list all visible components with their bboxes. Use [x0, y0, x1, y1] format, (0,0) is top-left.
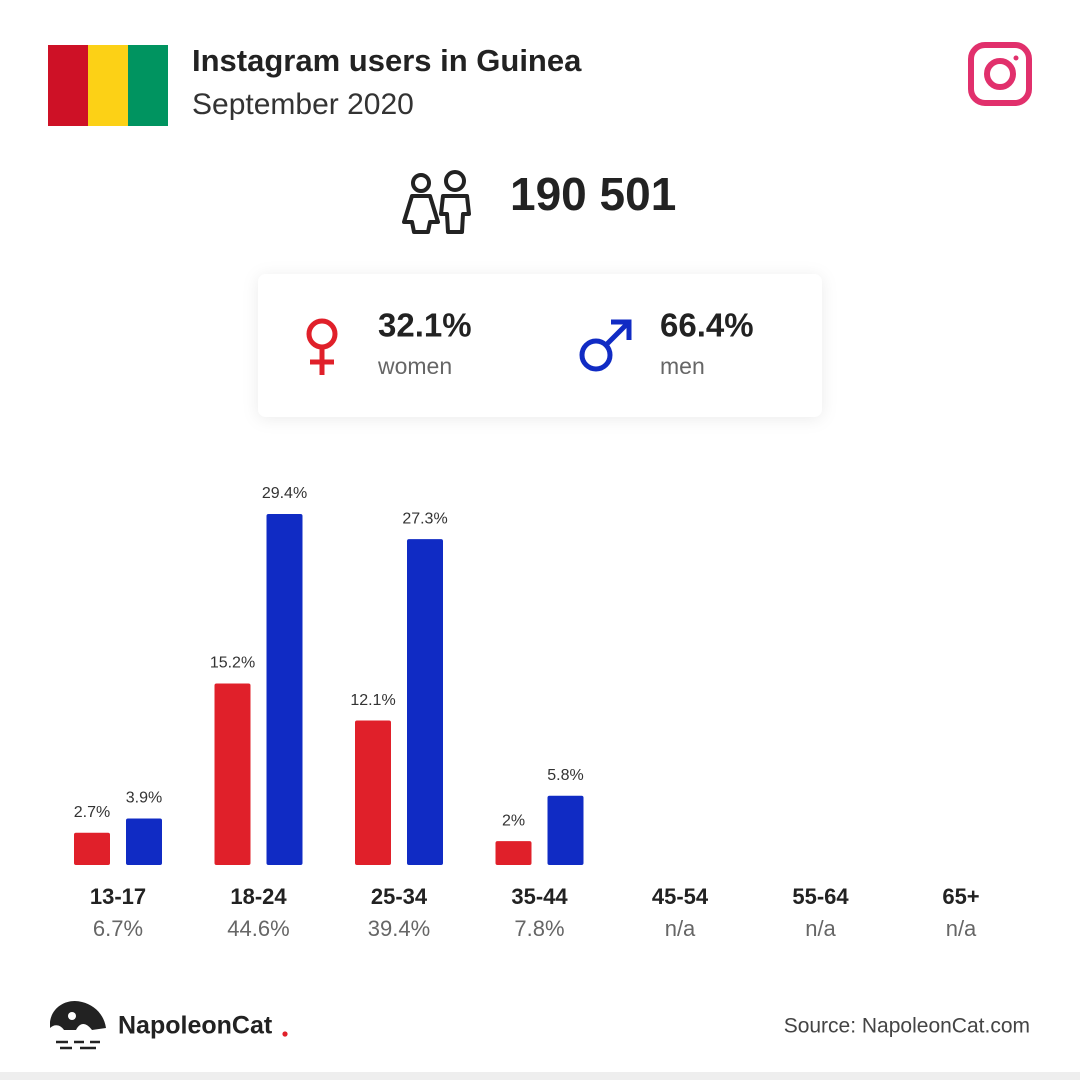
value-label: 3.9% — [126, 790, 162, 807]
person-head — [411, 173, 431, 193]
category-total: n/a — [805, 916, 836, 941]
bar — [126, 818, 162, 865]
flag-red — [48, 45, 88, 126]
value-label: 12.1% — [350, 692, 395, 709]
x-tick-label: 65+ — [942, 884, 979, 909]
category-total: 6.7% — [93, 916, 143, 941]
value-label: 15.2% — [210, 655, 255, 672]
gender-card — [258, 274, 822, 417]
cat-eye — [68, 1012, 76, 1020]
source: Source: NapoleonCat.com — [784, 1015, 1030, 1038]
bar — [266, 514, 303, 865]
subtitle: September 2020 — [192, 88, 414, 121]
value-label: 2% — [502, 812, 525, 829]
title: Instagram users in Guinea — [192, 43, 582, 78]
bar — [355, 720, 391, 865]
x-tick-label: 55-64 — [792, 884, 849, 909]
category-total: 44.6% — [227, 916, 289, 941]
flag — [48, 45, 168, 126]
bar — [214, 683, 251, 865]
category-total: n/a — [946, 916, 977, 941]
men-label: men — [660, 353, 705, 379]
cat-logo — [50, 1000, 106, 1050]
men-share: 66.4% — [660, 307, 754, 344]
male-arrowhead — [611, 319, 632, 340]
x-tick-label: 45-54 — [652, 884, 709, 909]
total-users: 190 501 — [510, 168, 676, 220]
x-tick-label: 25-34 — [371, 884, 428, 909]
women-share: 32.1% — [378, 307, 472, 344]
male-symbol — [579, 319, 632, 372]
women-label: women — [377, 353, 452, 379]
male-arrow — [604, 320, 631, 347]
x-tick-label: 13-17 — [90, 884, 146, 909]
x-tick-label: 35-44 — [511, 884, 568, 909]
bar — [74, 832, 110, 865]
bar — [495, 841, 532, 865]
cat-head — [50, 1000, 106, 1030]
brand: NapoleonCat — [118, 1012, 273, 1040]
category-total: 7.8% — [514, 916, 564, 941]
flag-yellow — [88, 45, 128, 126]
female-symbol — [306, 318, 338, 375]
bar-chart: 13-17 6.7% 2.7% 3.9% 18-24 44.6% 15.2% 29.4% 25-… — [74, 485, 980, 941]
brand-dot — [282, 1031, 288, 1037]
bar — [407, 539, 443, 865]
category-total: n/a — [665, 916, 696, 941]
ig-lens — [984, 58, 1016, 90]
flag-green — [128, 45, 168, 126]
person-body — [439, 194, 471, 234]
value-label: 5.8% — [547, 767, 583, 784]
value-label: 29.4% — [262, 485, 307, 502]
instagram-icon — [968, 42, 1032, 106]
person-head — [444, 170, 466, 192]
male-circle — [579, 338, 613, 372]
ig-frame — [968, 42, 1032, 106]
category-total: 39.4% — [368, 916, 430, 941]
person-body — [402, 194, 440, 234]
footer-strip — [0, 1072, 1080, 1080]
ig-dot — [1013, 55, 1019, 61]
x-tick-label: 18-24 — [230, 884, 287, 909]
value-label: 27.3% — [402, 510, 447, 527]
value-label: 2.7% — [74, 804, 110, 821]
bar — [547, 795, 584, 865]
people-icon — [402, 170, 471, 234]
cat-whiskers — [56, 1040, 100, 1050]
